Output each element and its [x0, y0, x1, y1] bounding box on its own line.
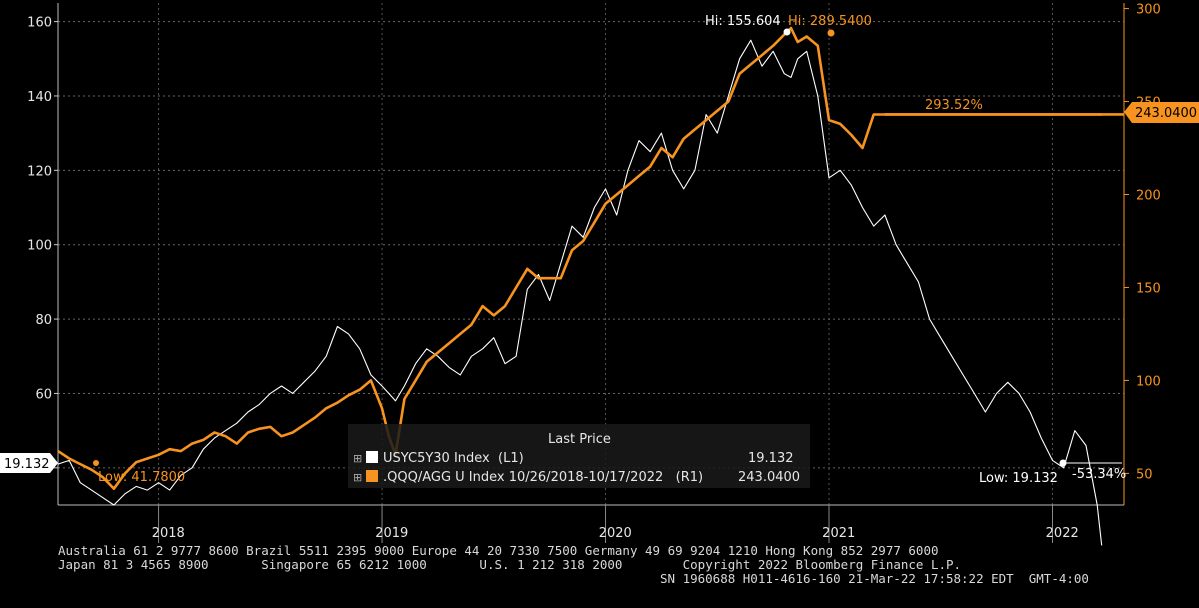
- legend-label-qqq: .QQQ/AGG U Index 10/26/2018-10/17/2022 (…: [383, 470, 703, 485]
- legend-value-qqq: 243.0400: [738, 470, 800, 485]
- low-right-label: Low: 41.7800: [98, 470, 185, 485]
- low-left-label: Low: 19.132: [979, 471, 1058, 486]
- x-tick-label: 2020: [599, 526, 632, 541]
- legend-expand-icon[interactable]: ⊞: [353, 471, 362, 484]
- footer-line-1: Australia 61 2 9777 8600 Brazil 5511 239…: [58, 543, 939, 558]
- left-tick-label: 160: [27, 16, 52, 31]
- x-tick-label: 2018: [152, 526, 185, 541]
- hi-left-marker: [783, 28, 791, 36]
- low-right-marker: [93, 460, 99, 466]
- hi-right-marker: [827, 29, 835, 37]
- footer-line-3: SN 1960688 H011-4616-160 21-Mar-22 17:58…: [660, 571, 1089, 586]
- legend: Last Price ⊞ USYC5Y30 Index (L1) 19.132 …: [348, 424, 810, 488]
- last-value-right-flag: 243.0400: [1124, 102, 1199, 123]
- left-axis-ticks: 406080100120140160: [27, 16, 58, 477]
- x-axis-ticks: 2018 2019 2020 2021 2022: [152, 526, 1079, 541]
- left-tick-label: 80: [35, 313, 52, 328]
- x-tick-label: 2021: [822, 526, 855, 541]
- x-tick-label: 2022: [1046, 526, 1079, 541]
- last-value-left-flag: 19.132: [0, 453, 58, 473]
- right-tick-label: 100: [1136, 374, 1161, 389]
- last-value-right-text: 243.0400: [1135, 106, 1197, 121]
- legend-swatch-usyc: [366, 451, 378, 463]
- low-left-marker: [1059, 459, 1067, 467]
- axes: [57, 3, 1125, 543]
- legend-label-usyc: USYC5Y30 Index (L1): [383, 451, 524, 466]
- legend-header: Last Price: [548, 432, 611, 447]
- left-tick-label: 120: [27, 164, 52, 179]
- legend-box: [348, 424, 810, 488]
- hi-left-label: Hi: 155.604: [705, 14, 781, 29]
- series: [57, 26, 1124, 546]
- pct-left-label: -53.34%: [1072, 467, 1126, 482]
- legend-expand-icon[interactable]: ⊞: [353, 452, 362, 465]
- footer-line-2: Japan 81 3 4565 8900 Singapore 65 6212 1…: [58, 557, 962, 572]
- left-tick-label: 100: [27, 239, 52, 254]
- right-axis-ticks: 50100150200250300: [1124, 3, 1161, 482]
- grid: [58, 3, 1124, 505]
- last-value-left-text: 19.132: [4, 457, 50, 472]
- series-usyc-line: [57, 39, 1103, 546]
- left-tick-label: 140: [27, 90, 52, 105]
- hi-right-label: Hi: 289.5400: [788, 14, 872, 29]
- left-tick-label: 60: [35, 387, 52, 402]
- x-tick-label: 2019: [375, 526, 408, 541]
- legend-swatch-qqq: [366, 470, 378, 482]
- right-tick-label: 50: [1136, 467, 1153, 482]
- right-tick-label: 200: [1136, 189, 1161, 204]
- pct-right-label: 293.52%: [925, 98, 983, 113]
- legend-value-usyc: 19.132: [748, 451, 794, 466]
- right-tick-label: 300: [1136, 3, 1161, 18]
- annotations: Hi: 155.604 Hi: 289.5400 Low: 41.7800 29…: [93, 14, 1126, 486]
- right-tick-label: 150: [1136, 281, 1161, 296]
